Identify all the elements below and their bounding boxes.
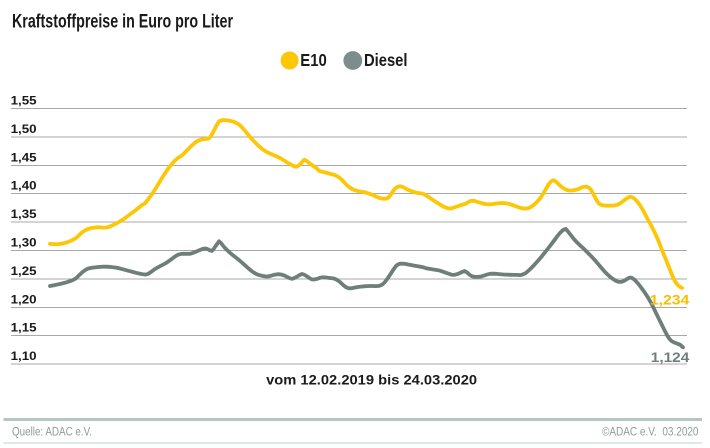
- svg-text:©ADAC e.V. 03.2020: ©ADAC e.V. 03.2020: [602, 426, 699, 438]
- svg-text:1,124: 1,124: [651, 350, 690, 366]
- svg-text:1,45: 1,45: [11, 150, 37, 164]
- svg-text:Diesel: Diesel: [364, 50, 408, 70]
- svg-text:1,40: 1,40: [11, 179, 37, 193]
- svg-text:1,15: 1,15: [11, 321, 37, 335]
- svg-text:1,35: 1,35: [11, 207, 37, 221]
- svg-text:1,20: 1,20: [11, 292, 37, 306]
- svg-text:1,30: 1,30: [11, 236, 37, 250]
- svg-text:E10: E10: [300, 50, 327, 70]
- svg-text:Kraftstoffpreise in Euro pro L: Kraftstoffpreise in Euro pro Liter: [12, 11, 233, 32]
- svg-text:1,10: 1,10: [11, 349, 37, 363]
- svg-text:1,55: 1,55: [11, 94, 37, 108]
- svg-text:1,25: 1,25: [11, 264, 37, 278]
- svg-text:Quelle: ADAC e.V.: Quelle: ADAC e.V.: [12, 426, 92, 438]
- svg-text:vom 12.02.2019 bis 24.03.2020: vom 12.02.2019 bis 24.03.2020: [266, 371, 477, 387]
- svg-text:1,50: 1,50: [11, 122, 37, 136]
- svg-text:1,234: 1,234: [650, 292, 690, 308]
